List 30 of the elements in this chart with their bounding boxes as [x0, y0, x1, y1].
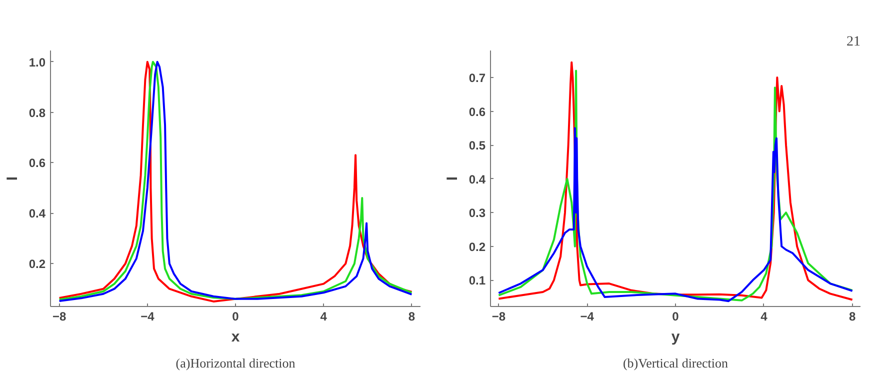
y-tick-label: 0.7 [468, 71, 486, 86]
y-tick-label: 0.6 [468, 104, 486, 119]
y-axis-title: I [4, 176, 21, 181]
y-tick-label: 0.5 [468, 138, 486, 153]
y-tick-label: 0.4 [28, 206, 46, 221]
x-tick-label: −4 [140, 310, 155, 324]
x-tick-label: 8 [848, 310, 856, 324]
y-tick-label: 0.4 [468, 172, 486, 186]
x-tick-label: −8 [492, 310, 506, 324]
x-tick-label: −8 [52, 310, 66, 324]
text: 21 [846, 34, 860, 50]
y-tick-label: 1.0 [28, 55, 46, 70]
y-axis-title: I [444, 176, 461, 181]
text: (a)Horizontal direction [176, 356, 296, 370]
y-tick-label: 0.2 [468, 240, 486, 254]
x-tick-label: 8 [408, 310, 416, 324]
x-tick-label: 0 [232, 310, 240, 324]
y-tick-label: 0.8 [28, 106, 46, 120]
x-tick-label: 0 [672, 310, 680, 324]
x-tick-label: 4 [760, 310, 768, 324]
x-axis-title: x [231, 328, 240, 346]
text: (b)Vertical direction [622, 356, 729, 370]
y-tick-label: 0.1 [468, 274, 486, 288]
line-series [498, 127, 854, 302]
y-tick-label: 0.2 [28, 257, 46, 272]
x-tick-label: 4 [320, 310, 328, 324]
y-tick-label: 0.6 [28, 156, 46, 170]
y-tick-label: 0.3 [468, 206, 486, 220]
x-tick-label: −4 [580, 310, 594, 324]
x-axis-title: y [671, 328, 680, 346]
